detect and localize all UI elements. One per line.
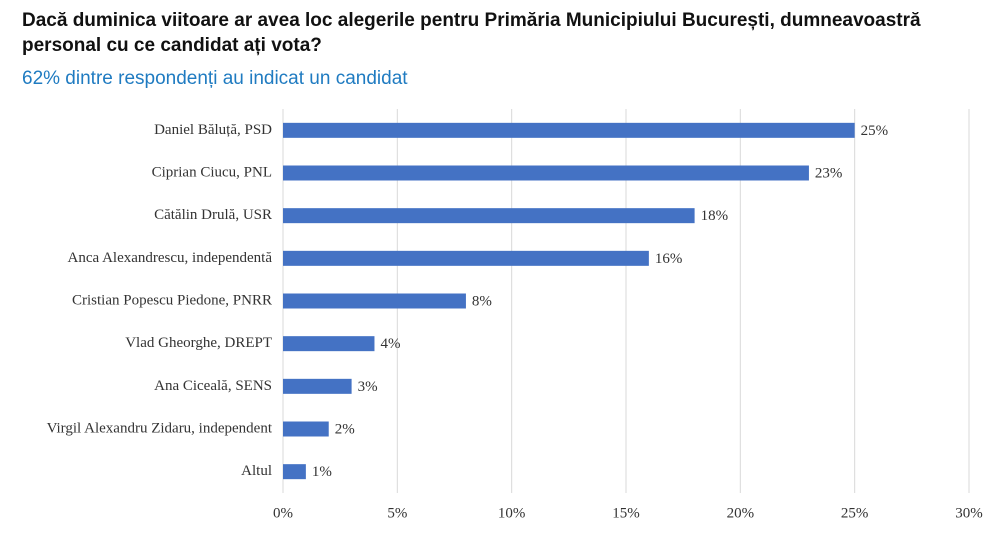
bar <box>283 421 329 437</box>
data-label: 4% <box>380 336 400 352</box>
y-tick-label: Daniel Băluță, PSD <box>154 122 272 138</box>
bar <box>283 464 306 480</box>
chart-subtitle: 62% dintre respondenți au indicat un can… <box>22 68 408 89</box>
bar <box>283 250 649 266</box>
y-tick-label: Vlad Gheorghe, DREPT <box>125 335 272 351</box>
bar <box>283 208 695 224</box>
x-tick-label: 20% <box>727 505 755 521</box>
data-label: 1% <box>312 464 332 480</box>
y-tick-label: Altul <box>241 463 272 479</box>
bar <box>283 165 809 181</box>
data-label: 3% <box>358 379 378 395</box>
y-tick-label: Anca Alexandrescu, independentă <box>68 250 273 266</box>
y-tick-label: Ciprian Ciucu, PNL <box>152 164 272 180</box>
data-label: 25% <box>861 123 889 139</box>
x-tick-label: 0% <box>273 505 293 521</box>
y-tick-label: Virgil Alexandru Zidaru, independent <box>47 420 273 436</box>
bar <box>283 378 352 394</box>
y-tick-label: Cristian Popescu Piedone, PNRR <box>72 292 272 308</box>
data-label: 8% <box>472 293 492 309</box>
y-tick-label: Ana Ciceală, SENS <box>154 378 272 394</box>
data-label: 16% <box>655 251 683 267</box>
x-tick-label: 25% <box>841 505 869 521</box>
x-tick-label: 5% <box>387 505 407 521</box>
bar <box>283 293 466 309</box>
data-label: 18% <box>701 208 729 224</box>
x-tick-label: 10% <box>498 505 526 521</box>
bar <box>283 122 855 138</box>
data-label: 2% <box>335 421 355 437</box>
x-tick-label: 30% <box>955 505 983 521</box>
y-tick-label: Cătălin Drulă, USR <box>154 207 272 223</box>
data-label: 23% <box>815 165 843 181</box>
bar <box>283 336 375 352</box>
chart-title: Dacă duminica viitoare ar avea loc alege… <box>22 10 921 56</box>
x-tick-label: 15% <box>612 505 640 521</box>
